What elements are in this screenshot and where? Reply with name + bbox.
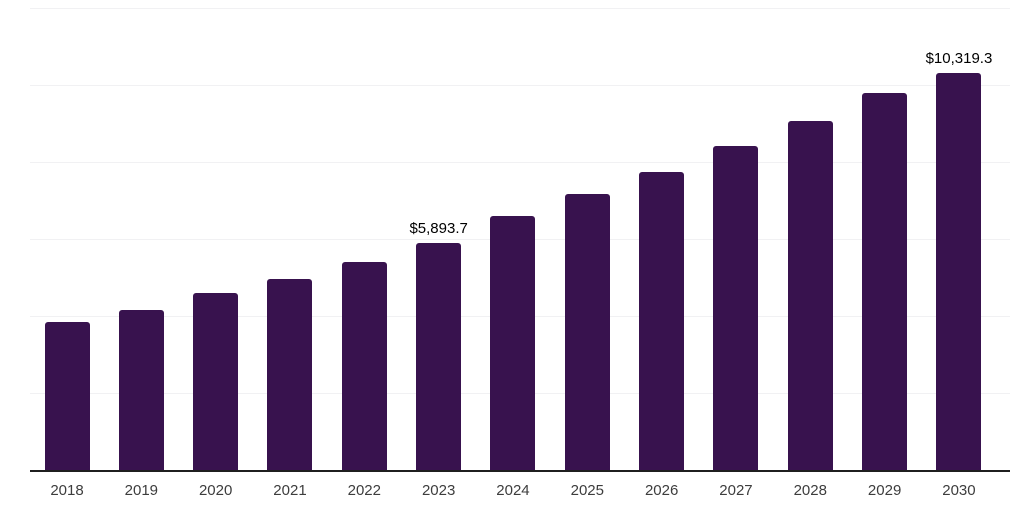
x-tick-2021: 2021: [273, 482, 307, 499]
bar-2021: [267, 279, 313, 470]
x-tick-2025: 2025: [570, 482, 604, 499]
x-tick-2020: 2020: [198, 482, 233, 499]
x-tick-2030: 2030: [942, 482, 976, 499]
gridline: [30, 161, 1010, 163]
bar-2019: [118, 309, 164, 470]
x-axis-labels: 2018 2019 2020 2021 2022 2023 2024 2025 2026 2027…: [30, 480, 996, 501]
bar-slot-2029: [848, 8, 922, 470]
x-tick-2028: 2028: [793, 482, 827, 499]
bar-slot-2027: [699, 8, 773, 470]
x-tick-2023: 2023: [421, 482, 456, 499]
bar-2023: [416, 243, 462, 470]
bar-slot-2018: [30, 8, 104, 470]
bar-slot-2022: [327, 8, 401, 470]
x-tick-2027: 2027: [719, 482, 753, 499]
data-label-2030: $10,319.3: [925, 49, 993, 67]
x-tick-2026: 2026: [644, 482, 679, 499]
bar-2025: [564, 193, 610, 470]
bar-slot-2030: $10,319.3: [922, 8, 996, 470]
x-tick-2024: 2024: [496, 482, 530, 499]
gridline: [30, 84, 1010, 86]
x-tick-2018: 2018: [50, 482, 84, 499]
bar-slot-2025: [550, 8, 624, 470]
plot-area: $5,893.7 $10,319.3: [30, 8, 1010, 472]
x-tick-2019: 2019: [124, 482, 159, 499]
bar-2029: [862, 93, 908, 470]
bar-slot-2026: [625, 8, 699, 470]
bars: $5,893.7 $10,319.3: [30, 8, 996, 470]
gridline: [30, 8, 1010, 9]
bar-2030: [936, 72, 982, 470]
bar-2022: [341, 261, 387, 470]
bar-2020: [193, 292, 239, 470]
bar-2027: [713, 146, 759, 470]
bar-slot-2023: $5,893.7: [402, 8, 476, 470]
bar-slot-2021: [253, 8, 327, 470]
bar-slot-2024: [476, 8, 550, 470]
bar-slot-2028: [773, 8, 847, 470]
bar-2024: [490, 215, 536, 470]
bar-slot-2020: [179, 8, 253, 470]
bar-2018: [44, 322, 90, 470]
data-label-2023: $5,893.7: [409, 220, 468, 238]
bar-slot-2019: [104, 8, 178, 470]
bar-2026: [639, 172, 685, 470]
bar-2028: [787, 121, 833, 470]
x-tick-2022: 2022: [347, 482, 381, 499]
x-tick-2029: 2029: [867, 482, 902, 499]
